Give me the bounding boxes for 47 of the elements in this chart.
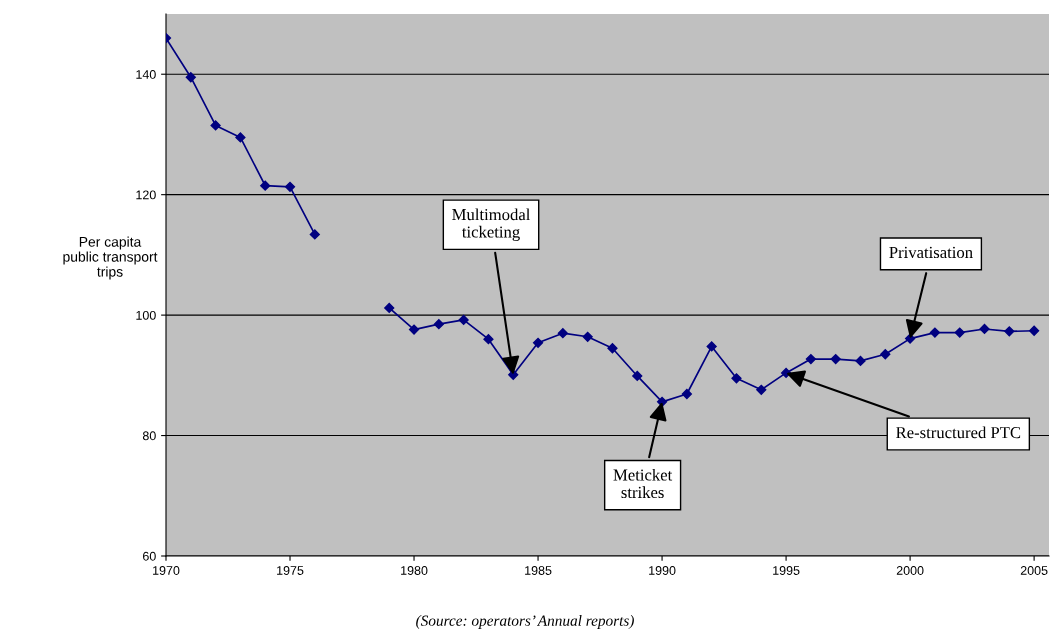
point [309,229,320,240]
point [830,353,841,365]
x-tick-label: 1995 [773,566,800,575]
point [756,384,767,395]
annotation: Re-structured PTC [896,426,1021,439]
point [483,334,494,345]
x-tick-label: 1980 [401,566,428,575]
point [805,353,817,365]
annotation: Privatisation [889,246,973,259]
y-tick-label: 80 [142,431,156,441]
x-tick-label: 1990 [649,566,676,575]
annotation: Multimodal ticketing [452,208,531,242]
point [656,396,668,407]
point [185,72,196,83]
point [1004,326,1015,337]
y-tick-label: 60 [143,551,156,561]
point [731,373,742,384]
point [235,132,246,143]
x-tick-label: 1970 [153,566,180,575]
point [260,180,271,191]
y-tick-label: 120 [136,190,156,200]
x-tick-label: 2000 [896,566,924,575]
point [681,388,692,400]
point [954,327,965,338]
point [557,328,568,339]
point [929,327,941,338]
x-tick-label: 2005 [1020,566,1048,575]
point [582,331,593,342]
y-axis-title: Per capita public transport trips [63,236,158,280]
point [433,319,444,330]
point [632,370,643,382]
x-tick-label: 1985 [525,566,552,575]
y-tick-label: 140 [136,70,156,79]
annotation: Meticket strikes [613,468,673,499]
point [706,341,717,352]
point [284,181,296,192]
point [532,337,544,348]
text: (Source: operators’ Annual reports) [416,615,634,629]
point [384,302,395,313]
point [855,355,866,366]
point [1029,325,1040,336]
point [880,349,891,360]
point [210,120,221,131]
x-tick-label: 1975 [277,566,304,575]
point [458,314,469,326]
point [607,343,618,354]
y-tick-label: 100 [136,310,156,320]
